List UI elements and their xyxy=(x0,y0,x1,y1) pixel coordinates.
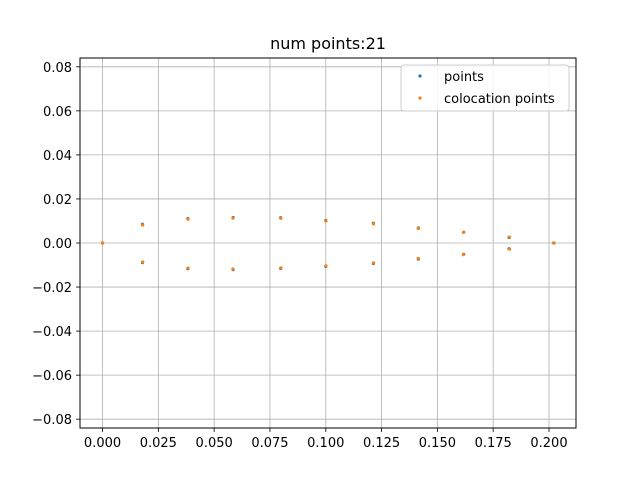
x-tick-label: 0.000 xyxy=(84,436,121,451)
colocation-point-marker xyxy=(416,256,420,261)
colocation-point-marker xyxy=(507,235,512,239)
plot-frame xyxy=(79,57,577,429)
x-tick-label: 0.100 xyxy=(307,436,344,451)
colocation-point-marker xyxy=(461,230,466,235)
colocation-point-marker xyxy=(416,226,420,231)
colocation-point-marker xyxy=(279,216,283,220)
colocation-point-marker xyxy=(231,267,235,271)
colocation-point-marker xyxy=(461,253,466,257)
x-tick-label: 0.025 xyxy=(140,436,177,451)
y-tick-label: −0.08 xyxy=(32,413,72,428)
y-tick-label: −0.02 xyxy=(32,281,72,296)
x-tick-label: 0.175 xyxy=(475,436,512,451)
y-tick-label: 0.06 xyxy=(43,105,72,120)
colocation-point-marker xyxy=(141,223,145,227)
colocation-point-marker xyxy=(324,219,328,223)
x-tick-label: 0.200 xyxy=(530,436,567,451)
x-tick-label: 0.050 xyxy=(196,436,233,451)
y-tick-label: 0.04 xyxy=(43,149,72,164)
colocation-point-marker xyxy=(279,266,283,270)
colocation-point-marker xyxy=(186,266,190,270)
x-tick-label: 0.150 xyxy=(419,436,456,451)
data-points xyxy=(100,215,556,272)
x-tick-label: 0.125 xyxy=(363,436,400,451)
legend: points colocation points xyxy=(400,64,570,112)
y-tick-label: 0.08 xyxy=(43,61,72,76)
legend-marker xyxy=(418,74,422,78)
colocation-point-marker xyxy=(507,247,512,251)
y-axis-ticks: −0.08 −0.06 −0.04 −0.02 0.00 0.02 0.04 0.06 0.08 xyxy=(32,61,80,428)
colocation-point-marker xyxy=(324,264,328,268)
colocation-point-marker xyxy=(231,216,235,220)
colocation-point-marker xyxy=(186,217,190,221)
colocation-point-marker xyxy=(141,260,145,264)
legend-label: colocation points xyxy=(444,92,555,107)
y-tick-label: 0.02 xyxy=(43,193,72,208)
y-tick-label: −0.06 xyxy=(32,369,72,384)
legend-label: points xyxy=(444,70,484,85)
y-tick-label: −0.04 xyxy=(32,325,72,340)
colocation-point-marker xyxy=(551,241,556,245)
y-tick-label: 0.00 xyxy=(43,237,72,252)
colocation-point-marker xyxy=(100,241,105,245)
legend-box xyxy=(400,64,570,112)
colocation-point-marker xyxy=(371,222,376,226)
chart-title: num points:21 xyxy=(270,34,386,53)
colocation-point-marker xyxy=(371,261,376,265)
x-axis-ticks: 0.000 0.025 0.050 0.075 0.100 0.125 0.150 0.175… xyxy=(84,428,568,451)
x-tick-label: 0.075 xyxy=(251,436,288,451)
legend-marker xyxy=(418,96,422,100)
